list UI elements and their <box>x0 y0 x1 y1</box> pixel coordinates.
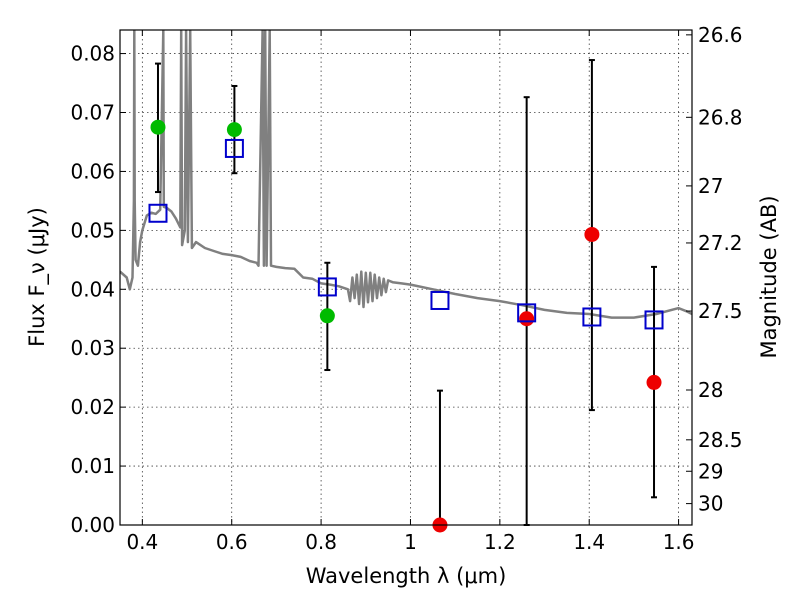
x-tick-label: 1.6 <box>663 530 695 554</box>
y-tick-label: 0.07 <box>70 101 115 125</box>
template-spectrum-layer <box>120 30 692 319</box>
detection-point <box>319 308 335 324</box>
magnitude-tick-label: 26.6 <box>698 23 743 47</box>
y-tick-label: 0.05 <box>70 218 115 242</box>
y-tick-label: 0.04 <box>70 277 115 301</box>
magnitude-tick-label: 27 <box>698 174 723 198</box>
y-tick-label: 0.06 <box>70 159 115 183</box>
plot-frame <box>119 29 693 526</box>
magnitude-tick-label: 27.2 <box>698 231 743 255</box>
magnitude-tick-label: 28 <box>698 378 723 402</box>
magnitude-tick-label: 30 <box>698 492 723 516</box>
y-tick-label: 0.08 <box>70 42 115 66</box>
y-tick-label: 0.03 <box>70 336 115 360</box>
y-tick-label: 0.02 <box>70 395 115 419</box>
model-point <box>517 303 537 323</box>
y-tick-label: 0.01 <box>70 454 115 478</box>
magnitude-axis-title: Magnitude (AB) <box>757 195 781 358</box>
model-point <box>430 290 450 310</box>
x-tick-label: 0.6 <box>216 530 248 554</box>
detection-point <box>150 119 166 135</box>
non-detection-point <box>519 311 535 327</box>
x-axis-title: Wavelength λ (μm) <box>306 564 507 588</box>
model-point <box>224 138 244 158</box>
model-point <box>644 310 664 330</box>
x-tick-label: 0.8 <box>305 530 337 554</box>
x-tick-label: 1.4 <box>573 530 605 554</box>
grid <box>120 30 692 526</box>
model-point <box>317 277 337 297</box>
magnitude-tick-label: 28.5 <box>698 428 743 452</box>
magnitude-tick-label: 29 <box>698 459 723 483</box>
magnitude-tick-label: 27.5 <box>698 299 743 323</box>
detection-point <box>226 122 242 138</box>
magnitude-tick-label: 26.8 <box>698 105 743 129</box>
model-points-layer <box>148 138 664 330</box>
non-detection-point <box>584 226 600 242</box>
axis-ticks: 0.4 0.6 0.8 1 1.2 1.4 1.6 0.00 0.01 0.02 0.03 0.04 0… <box>70 23 742 554</box>
non-detection-point <box>646 374 662 390</box>
template-spectrum-line <box>120 30 692 319</box>
model-point <box>148 203 168 223</box>
model-point <box>582 307 602 327</box>
observed-points-layer <box>150 119 662 533</box>
y-axis-title: Flux F_ν (μJy) <box>25 207 50 347</box>
x-tick-label: 1.2 <box>484 530 516 554</box>
x-tick-label: 1 <box>404 530 417 554</box>
x-tick-label: 0.4 <box>126 530 158 554</box>
y-tick-label: 0.00 <box>70 513 115 537</box>
